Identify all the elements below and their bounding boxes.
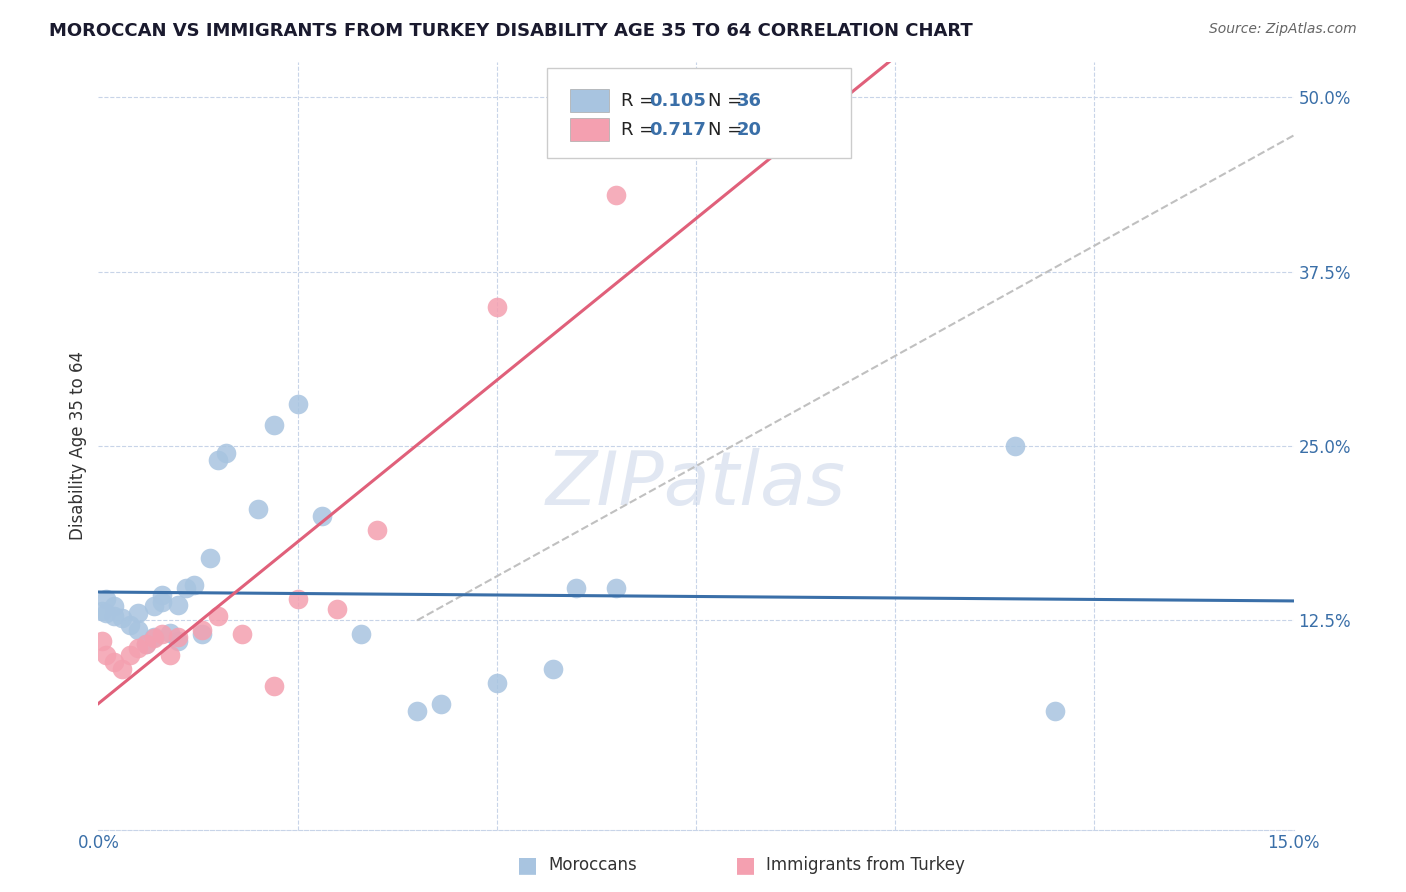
Y-axis label: Disability Age 35 to 64: Disability Age 35 to 64 bbox=[69, 351, 87, 541]
FancyBboxPatch shape bbox=[571, 89, 609, 112]
Point bbox=[198, 550, 221, 565]
Point bbox=[215, 446, 238, 460]
Point bbox=[135, 637, 157, 651]
Text: Moroccans: Moroccans bbox=[548, 856, 637, 874]
Point bbox=[96, 592, 118, 607]
Point bbox=[311, 508, 333, 523]
Point bbox=[485, 676, 508, 690]
Point bbox=[605, 581, 627, 595]
Point bbox=[91, 634, 114, 648]
Text: R =: R = bbox=[620, 92, 659, 110]
FancyBboxPatch shape bbox=[547, 68, 852, 158]
Point bbox=[150, 588, 173, 602]
Point bbox=[207, 609, 229, 624]
Point bbox=[541, 662, 564, 676]
Point bbox=[350, 627, 373, 641]
Point bbox=[135, 637, 157, 651]
Text: 36: 36 bbox=[737, 92, 762, 110]
Point bbox=[565, 581, 588, 595]
Point bbox=[96, 607, 118, 621]
Point bbox=[366, 523, 388, 537]
Point bbox=[167, 630, 190, 644]
Point bbox=[287, 592, 309, 607]
Point bbox=[167, 634, 190, 648]
Point bbox=[287, 397, 309, 411]
Point bbox=[103, 599, 125, 614]
FancyBboxPatch shape bbox=[571, 119, 609, 142]
Point bbox=[103, 655, 125, 669]
Point bbox=[183, 578, 205, 592]
Text: MOROCCAN VS IMMIGRANTS FROM TURKEY DISABILITY AGE 35 TO 64 CORRELATION CHART: MOROCCAN VS IMMIGRANTS FROM TURKEY DISAB… bbox=[49, 22, 973, 40]
Point bbox=[231, 627, 253, 641]
Point bbox=[191, 627, 214, 641]
Point bbox=[191, 623, 214, 637]
Text: 20: 20 bbox=[737, 121, 762, 139]
Point bbox=[120, 648, 142, 663]
Point bbox=[127, 641, 149, 656]
Point bbox=[207, 453, 229, 467]
Text: 0.105: 0.105 bbox=[650, 92, 706, 110]
Point bbox=[143, 599, 166, 614]
Point bbox=[605, 188, 627, 202]
Point bbox=[263, 418, 285, 433]
Point bbox=[111, 610, 134, 624]
Point bbox=[1043, 704, 1066, 718]
Point bbox=[1004, 439, 1026, 453]
Point bbox=[111, 662, 134, 676]
Text: ZIPatlas: ZIPatlas bbox=[546, 449, 846, 520]
Point bbox=[167, 598, 190, 612]
Point bbox=[103, 609, 125, 624]
Text: 0.717: 0.717 bbox=[650, 121, 706, 139]
Text: ■: ■ bbox=[517, 855, 537, 875]
Point bbox=[326, 602, 349, 616]
Point bbox=[143, 632, 166, 646]
Point bbox=[150, 627, 173, 641]
Point bbox=[127, 607, 149, 621]
Point bbox=[263, 679, 285, 693]
Point bbox=[143, 630, 166, 644]
Text: R =: R = bbox=[620, 121, 659, 139]
Text: Immigrants from Turkey: Immigrants from Turkey bbox=[766, 856, 965, 874]
Point bbox=[91, 604, 114, 618]
Point bbox=[96, 648, 118, 663]
Point bbox=[150, 595, 173, 609]
Point bbox=[246, 501, 269, 516]
Text: N =: N = bbox=[709, 92, 748, 110]
Text: ■: ■ bbox=[735, 855, 755, 875]
Point bbox=[120, 617, 142, 632]
Text: N =: N = bbox=[709, 121, 748, 139]
Point bbox=[485, 300, 508, 314]
Point bbox=[406, 704, 429, 718]
Point bbox=[159, 648, 181, 663]
Point bbox=[127, 623, 149, 637]
Point bbox=[159, 626, 181, 640]
Text: Source: ZipAtlas.com: Source: ZipAtlas.com bbox=[1209, 22, 1357, 37]
Point bbox=[174, 581, 197, 595]
Point bbox=[430, 697, 453, 711]
